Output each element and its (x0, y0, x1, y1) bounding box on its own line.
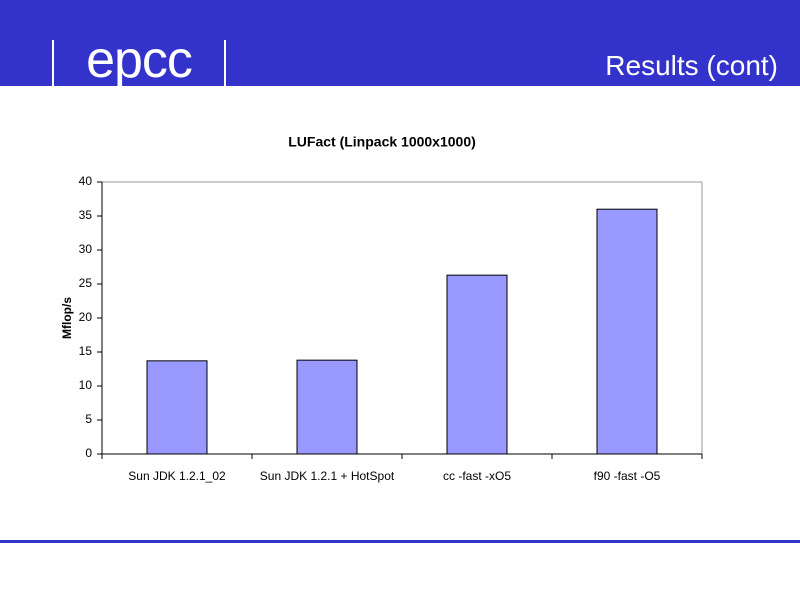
logo: epcc (52, 34, 226, 86)
chart-title: LUFact (Linpack 1000x1000) (288, 134, 476, 150)
slide-title: Results (cont) (605, 50, 778, 81)
y-tick-label: 35 (79, 208, 93, 222)
y-tick-label: 5 (85, 412, 92, 426)
bar (596, 208, 658, 455)
y-tick-label: 15 (79, 344, 93, 358)
bar (296, 359, 358, 455)
y-tick-label: 30 (79, 242, 93, 256)
bar (146, 360, 208, 455)
x-tick-label: cc -fast -xO5 (442, 469, 511, 483)
bar (446, 274, 508, 455)
y-axis-label: Mflop/s (60, 297, 74, 339)
y-tick-label: 10 (79, 378, 93, 392)
y-tick-label: 0 (85, 446, 92, 460)
y-tick-label: 40 (79, 174, 93, 188)
y-tick-label: 20 (79, 310, 93, 324)
footer-rule (0, 540, 800, 543)
x-tick-label: Sun JDK 1.2.1 + HotSpot (259, 469, 395, 483)
x-tick-label: f90 -fast -O5 (593, 469, 661, 483)
y-tick-label: 25 (79, 276, 93, 290)
x-tick-label: Sun JDK 1.2.1_02 (128, 469, 226, 483)
header-band (0, 0, 800, 86)
